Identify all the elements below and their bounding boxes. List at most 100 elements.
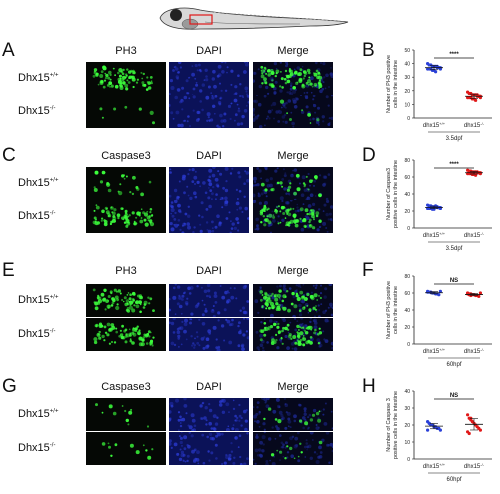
chart-d: 0 20 40 60 80 Number of Caspase3 positive cell… [386, 158, 492, 252]
column-header-g-1: DAPI [196, 381, 222, 393]
y-tick-label: 20 [404, 89, 410, 95]
data-point [478, 96, 482, 100]
y-tick-label: 20 [404, 423, 410, 429]
micrograph-g-r1-c1 [169, 432, 249, 465]
y-tick-label: 10 [404, 102, 410, 108]
significance-label: **** [449, 52, 459, 58]
micrograph-a-r0-c0 [86, 62, 166, 95]
data-point [478, 428, 482, 432]
y-tick-label: 0 [407, 457, 410, 463]
y-axis-label: Number of PH3 positive [386, 281, 392, 339]
zebrafish-larva-schematic [159, 7, 349, 30]
column-header-g-2: Merge [277, 381, 309, 393]
significance-label: NS [450, 278, 458, 284]
y-tick-label: 20 [404, 325, 410, 331]
column-header-a-1: DAPI [196, 45, 222, 57]
y-tick-label: 40 [404, 389, 410, 395]
micrograph-c-r0-c1 [169, 167, 249, 200]
data-point [469, 416, 473, 420]
micrograph-e-r1-c1 [169, 318, 249, 351]
column-header-g-0: Caspase3 [101, 381, 151, 393]
y-tick-label: 80 [404, 274, 410, 280]
panel-letter-a: A [2, 40, 15, 61]
micrograph-g-r0-c2 [253, 398, 333, 431]
data-point [467, 431, 471, 436]
y-tick-label: 0 [407, 226, 410, 232]
category-label: dhx15-/- [464, 462, 485, 470]
y-axis-label: cells in the intestine [393, 286, 399, 334]
genotype-label-c-1: Dhx15-/- [18, 210, 56, 222]
column-header-a-2: Merge [277, 45, 309, 57]
intestine-region-box [189, 14, 213, 25]
micrograph-g-r0-c0 [86, 398, 166, 431]
stage-label: 3.5dpf [446, 136, 463, 142]
data-point [434, 70, 438, 74]
data-point [478, 291, 482, 295]
data-point [437, 293, 441, 297]
micrograph-g-r1-c0 [86, 432, 166, 465]
column-header-c-0: Caspase3 [101, 150, 151, 162]
chart-h: 0 10 20 30 40 Number of Caspase 3 positive cel… [386, 389, 492, 483]
significance-label: NS [450, 393, 458, 399]
y-axis-label: Number of Caspase 3 [386, 398, 392, 452]
micrograph-c-r0-c0 [86, 167, 166, 200]
panel-letter-d: D [362, 145, 376, 166]
data-point [474, 98, 478, 102]
genotype-label-g-0: Dhx15+/+ [18, 408, 59, 420]
category-label: dhx15-/- [464, 121, 485, 129]
panel-letter-g: G [2, 376, 17, 397]
panel-letter-f: F [362, 260, 374, 281]
panel-letter-h: H [362, 376, 376, 397]
data-point [438, 67, 442, 71]
panel-letter-e: E [2, 260, 15, 281]
category-label: dhx15-/- [464, 231, 485, 239]
category-label: dhx15+/+ [423, 347, 446, 355]
micrograph-g-r1-c2 [253, 432, 333, 465]
column-header-e-2: Merge [277, 265, 309, 277]
column-header-e-1: DAPI [196, 265, 222, 277]
genotype-label-a-0: Dhx15+/+ [18, 72, 59, 84]
data-point [477, 294, 481, 298]
micrograph-a-r0-c1 [169, 62, 249, 95]
genotype-label-e-1: Dhx15-/- [18, 328, 56, 340]
y-tick-label: 0 [407, 342, 410, 348]
micrograph-e-r0-c2 [253, 284, 333, 317]
column-header-c-1: DAPI [196, 150, 222, 162]
stage-label: 3.5dpf [446, 246, 463, 252]
significance-label: **** [449, 162, 459, 168]
y-tick-label: 60 [404, 175, 410, 181]
micrograph-a-r1-c1 [169, 95, 249, 128]
chart-b: 0 10 20 30 40 50 Number of PH3 positive cells i… [386, 48, 492, 142]
y-tick-label: 20 [404, 209, 410, 215]
genotype-label-a-1: Dhx15-/- [18, 105, 56, 117]
y-axis-label: Number of PH3 positive [386, 55, 392, 113]
data-point [426, 428, 430, 432]
y-tick-label: 50 [404, 48, 410, 54]
data-point [438, 289, 442, 293]
genotype-label-e-0: Dhx15+/+ [18, 294, 59, 306]
stage-label: 60hpf [446, 362, 461, 368]
y-axis-label: positive cells in the intestine [393, 391, 399, 459]
micrograph-g-r0-c1 [169, 398, 249, 431]
stage-label: 60hpf [446, 477, 461, 483]
y-tick-label: 0 [407, 116, 410, 122]
category-label: dhx15+/+ [423, 462, 446, 470]
data-point [474, 173, 478, 177]
chart-f: 0 20 40 60 80 Number of PH3 positive cells in … [386, 274, 492, 368]
y-tick-label: 40 [404, 192, 410, 198]
data-point [426, 290, 430, 294]
data-point [438, 428, 442, 432]
y-tick-label: 30 [404, 75, 410, 81]
y-tick-label: 40 [404, 308, 410, 314]
column-header-a-0: PH3 [115, 45, 137, 57]
y-axis-label: cells in the intestine [393, 60, 399, 108]
micrograph-e-r0-c0 [86, 284, 166, 317]
y-tick-label: 80 [404, 158, 410, 164]
column-header-e-0: PH3 [115, 265, 137, 277]
micrograph-e-r1-c0 [86, 318, 166, 351]
category-label: dhx15-/- [464, 347, 485, 355]
micrograph-c-r1-c1 [169, 200, 249, 233]
panel-letter-c: C [2, 145, 16, 166]
y-axis-label: Number of Caspase3 [386, 168, 392, 220]
micrograph-a-r1-c0 [86, 95, 166, 128]
